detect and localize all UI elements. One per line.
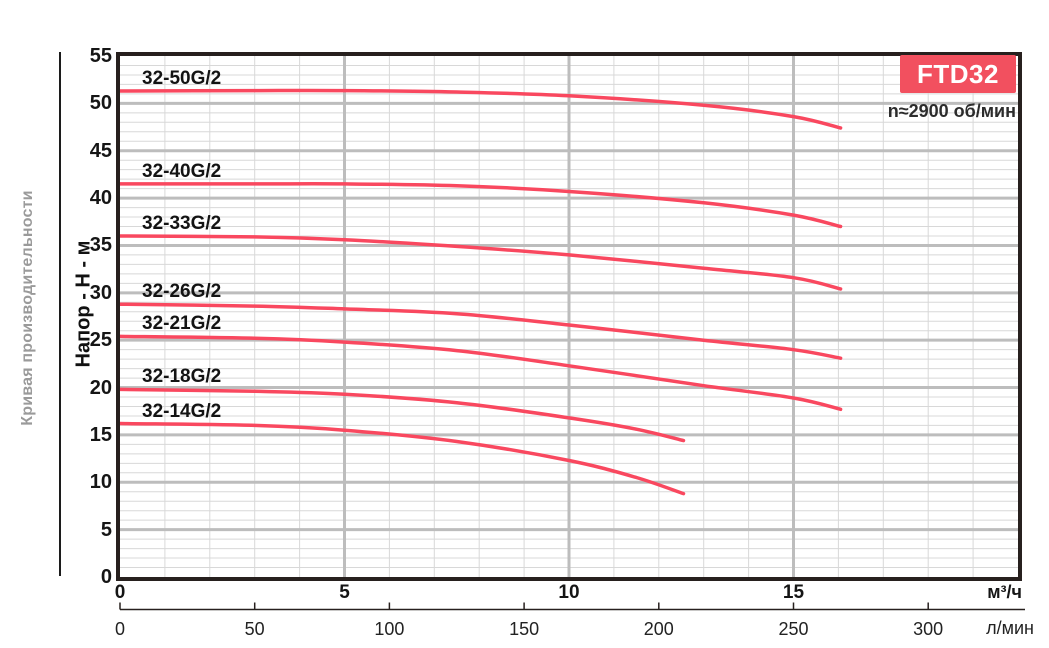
left-divider-line [59,52,61,576]
curve-32-26G-2 [118,302,843,360]
x-primary-unit-label: м³/ч [987,582,1022,602]
y-tick-label: 15 [89,423,112,446]
curve-name-label: 32-33G/2 [142,212,222,234]
y-tick-label: 0 [100,566,112,588]
x-primary-tick-label: 0 [114,582,126,603]
y-tick-label: 50 [89,92,112,115]
plot-border [116,52,1022,581]
y-tick-label: 10 [89,471,112,494]
rpm-note: n≈2900 об/мин [887,101,1016,121]
curve-name-label: 32-14G/2 [142,400,222,422]
x-secondary-tick-label: 200 [643,619,674,639]
y-tick-label: 35 [89,234,112,257]
x-primary-tick-label: 10 [558,582,580,603]
x-secondary-tick-label: 150 [509,619,540,639]
curve-32-33G-2 [118,234,843,291]
y-tick-label: 25 [89,329,112,352]
x-secondary-tick-label: 250 [778,619,809,639]
curve-32-18G-2 [118,387,686,443]
x-secondary-tick-label: 100 [374,619,405,639]
curve-32-50G-2 [118,88,843,130]
curve-name-label: 32-40G/2 [142,160,222,182]
y-tick-label: 55 [89,45,112,67]
curve-name-label: 32-21G/2 [142,313,222,335]
y-tick-label: 20 [89,376,112,399]
x-secondary-tick-label: 50 [244,619,265,639]
y-tick-label: 30 [89,281,112,304]
x-secondary-tick-label: 300 [913,619,944,639]
curve-name-label: 32-18G/2 [142,366,222,388]
x-secondary-tick-label: 0 [114,619,125,639]
model-badge: FTD32 [900,55,1016,93]
x-primary-tick-label: 5 [339,582,350,603]
y-tick-label: 40 [89,187,112,210]
curve-name-label: 32-50G/2 [142,68,222,90]
x-secondary-unit-label: л/мин [986,618,1034,638]
curve-32-14G-2 [118,421,686,496]
curve-32-40G-2 [118,182,843,229]
curve-32-21G-2 [118,334,843,412]
y-tick-label: 45 [89,139,112,162]
curve-name-label: 32-26G/2 [142,281,222,303]
x-primary-tick-label: 15 [782,582,805,603]
y-tick-label: 5 [100,518,112,541]
